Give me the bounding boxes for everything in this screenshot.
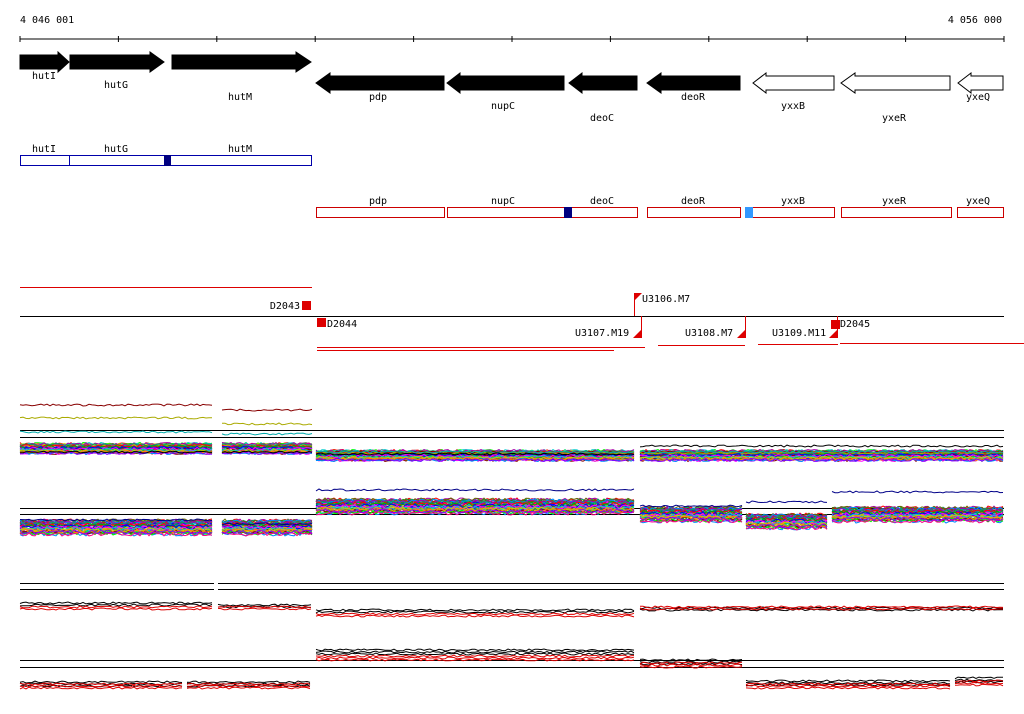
operon-label-hutM: hutM: [228, 144, 252, 155]
operon-label-yxeQ: yxeQ: [966, 196, 990, 207]
transcript-label-D2043: D2043: [270, 301, 300, 312]
transcript-label-U3107: U3107.M19: [575, 328, 629, 339]
expression-trace: [19, 607, 1004, 618]
transcript-flag-U3106[interactable]: [634, 293, 642, 301]
transcript-label-U3106: U3106.M7: [642, 294, 690, 305]
expression-trace: [19, 656, 1004, 688]
gene-label-pdp: pdp: [369, 92, 387, 103]
operon-label-nupC: nupC: [491, 196, 515, 207]
operon-label-yxeR: yxeR: [882, 196, 907, 207]
expression-trace: [19, 444, 1004, 457]
operon-box-yxxB[interactable]: [752, 207, 835, 218]
expression-trace: [19, 450, 1004, 463]
gene-arrow-hutG[interactable]: [69, 51, 165, 73]
transcript-flag-U3109[interactable]: [829, 330, 837, 338]
expression-panel-2: [19, 488, 1004, 537]
transcript-marker-D2045[interactable]: [831, 320, 840, 329]
gene-label-nupC: nupC: [491, 101, 515, 112]
gene-arrow-yxeR[interactable]: [840, 72, 951, 94]
expression-trace: [19, 430, 1004, 454]
transcript-flag-U3108[interactable]: [737, 330, 745, 338]
gene-track: hutI hutG hutM pdp nupC deoC deoR yxxB y…: [19, 50, 1004, 124]
expression-panel-3: [19, 583, 1004, 618]
operon-box-hutG[interactable]: [69, 155, 167, 166]
binding-site-marker: [564, 207, 572, 218]
gene-arrow-hutM[interactable]: [171, 51, 312, 73]
transcript-flag-U3107[interactable]: [633, 330, 641, 338]
expression-trace: [19, 648, 1003, 684]
gene-arrow-pdp[interactable]: [315, 72, 445, 94]
operon-label-deoR: deoR: [681, 196, 706, 207]
gene-arrow-deoR[interactable]: [646, 72, 741, 94]
gene-label-deoC: deoC: [590, 113, 614, 124]
operon-track-upper: hutI hutG hutM: [20, 144, 312, 166]
operon-box-yxeQ[interactable]: [957, 207, 1004, 218]
operon-label-hutI: hutI: [32, 144, 56, 155]
coordinate-ruler: 4 046 001 4 056 000: [19, 15, 1005, 42]
operon-label-deoC: deoC: [590, 196, 614, 207]
binding-site-marker-light: [745, 207, 753, 218]
expression-trace: [19, 442, 1004, 454]
ruler-start-label: 4 046 001: [20, 15, 74, 26]
expression-trace: [19, 601, 1004, 612]
ruler-ticks: [19, 36, 1005, 42]
transcript-track: D2043 D2044 U3106.M7 U3107.M19 U3108.M7 …: [20, 287, 1024, 351]
gene-arrow-deoC[interactable]: [568, 71, 638, 95]
operon-box-yxeR[interactable]: [841, 207, 952, 218]
operon-label-yxxB: yxxB: [781, 196, 805, 207]
operon-track-lower: pdp nupC deoC deoR yxxB yxeR yxeQ: [316, 196, 1004, 218]
expression-trace: [19, 508, 1004, 535]
expression-panel-4: [19, 648, 1004, 690]
expression-trace: [19, 488, 1004, 526]
operon-box-deoR[interactable]: [647, 207, 741, 218]
transcript-label-U3108: U3108.M7: [685, 328, 733, 339]
expression-trace: [19, 605, 1004, 616]
operon-label-pdp: pdp: [369, 196, 387, 207]
transcript-marker-D2044[interactable]: [317, 318, 326, 327]
gene-label-yxxB: yxxB: [781, 101, 805, 112]
gene-arrow-nupC[interactable]: [446, 71, 565, 95]
gene-label-hutI: hutI: [32, 71, 56, 82]
transcript-label-U3109: U3109.M11: [772, 328, 826, 339]
expression-trace: [19, 505, 1004, 532]
expression-trace: [19, 444, 1004, 456]
ruler-end-label: 4 056 000: [948, 15, 1002, 26]
expression-trace: [19, 658, 1004, 690]
operon-box-hutI[interactable]: [20, 155, 70, 166]
gene-arrow-hutI[interactable]: [19, 50, 70, 74]
operon-box-pdp[interactable]: [316, 207, 445, 218]
transcript-label-D2044: D2044: [327, 319, 357, 330]
expression-trace: [19, 403, 1004, 454]
gene-arrow-yxxB[interactable]: [752, 71, 835, 95]
gene-label-yxeQ: yxeQ: [966, 92, 990, 103]
transcript-marker-D2043[interactable]: [302, 301, 311, 310]
operon-box-deoC[interactable]: [564, 207, 638, 218]
transcript-label-D2045: D2045: [840, 319, 870, 330]
gene-arrow-yxeQ[interactable]: [957, 71, 1004, 95]
gene-label-yxeR: yxeR: [882, 113, 907, 124]
binding-site-marker: [164, 155, 171, 166]
gene-label-hutG: hutG: [104, 80, 128, 91]
operon-box-nupC[interactable]: [447, 207, 565, 218]
gene-label-deoR: deoR: [681, 92, 706, 103]
expression-trace: [19, 654, 1004, 686]
expression-panel-1: [19, 403, 1004, 463]
operon-box-hutM[interactable]: [166, 155, 312, 166]
operon-label-hutG: hutG: [104, 144, 128, 155]
expression-trace: [19, 416, 1003, 455]
gene-label-hutM: hutM: [228, 92, 252, 103]
